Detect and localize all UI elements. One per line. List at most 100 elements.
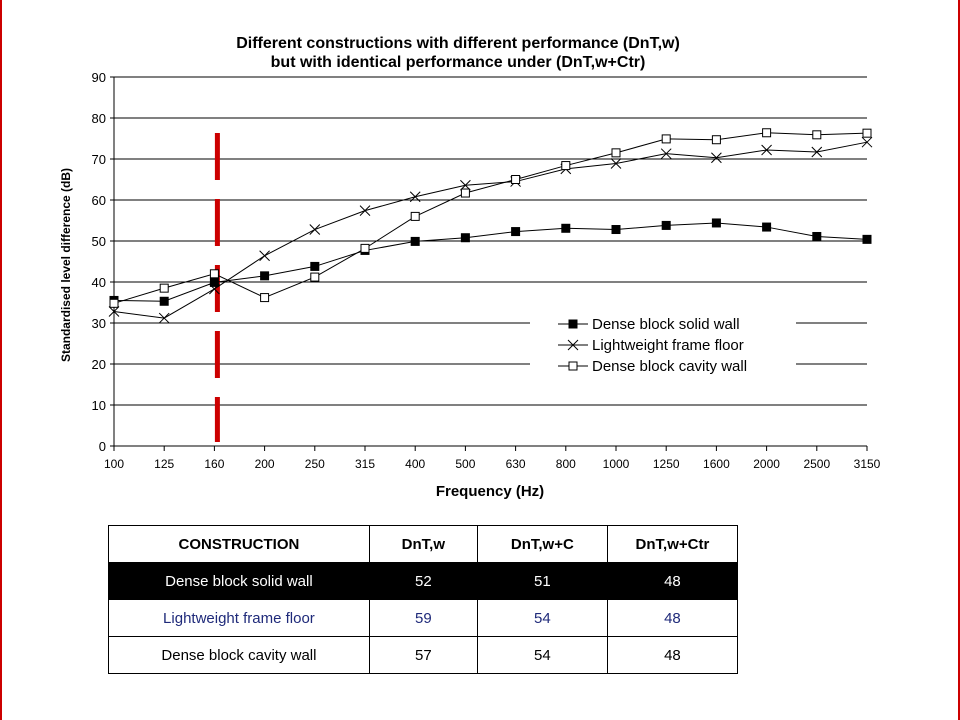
data-point-stroke <box>861 136 873 148</box>
data-point-stroke <box>359 205 371 217</box>
data-point-stroke <box>567 339 579 351</box>
data-point <box>811 146 823 158</box>
table-cell: 48 <box>606 562 739 600</box>
table-cell: 57 <box>368 636 478 674</box>
data-point-stroke <box>209 283 220 295</box>
data-point-stroke <box>409 191 421 203</box>
series-line <box>113 222 868 302</box>
data-point <box>260 271 270 281</box>
data-point <box>761 144 772 156</box>
series-group <box>109 218 872 306</box>
table-header-dntw-ctr: DnT,w+Ctr <box>606 525 739 563</box>
table-cell: 52 <box>368 562 478 600</box>
x-tick-label: 1000 <box>603 457 630 471</box>
comparison-table: CONSTRUCTION DnT,w DnT,w+C DnT,w+Ctr Den… <box>108 525 739 674</box>
x-tick-label: 315 <box>355 457 375 471</box>
data-point <box>812 231 822 241</box>
line-chart: Different constructions with different p… <box>59 35 881 500</box>
data-point <box>661 134 671 144</box>
legend-label: Lightweight frame floor <box>592 337 744 354</box>
table-cell: 48 <box>606 636 739 674</box>
data-point <box>611 225 621 235</box>
data-point <box>567 339 579 351</box>
data-point <box>409 191 421 203</box>
table-row: Lightweight frame floor 59 54 48 <box>108 599 739 637</box>
data-point <box>561 223 571 233</box>
data-point <box>610 158 622 169</box>
table-cell: 54 <box>476 599 608 637</box>
data-point <box>511 227 521 237</box>
data-point <box>561 161 571 171</box>
data-point <box>711 135 721 145</box>
data-point <box>209 269 219 279</box>
y-tick-label: 10 <box>92 398 106 413</box>
y-tick-label: 90 <box>92 70 106 85</box>
x-tick-label: 200 <box>255 457 275 471</box>
slide-frame-right <box>958 0 960 720</box>
data-point <box>159 296 169 306</box>
table-cell: Lightweight frame floor <box>108 599 370 637</box>
table-cell: 51 <box>476 562 608 600</box>
table-header-dntw: DnT,w <box>368 525 478 563</box>
data-point <box>762 222 772 232</box>
data-point <box>568 319 578 329</box>
x-tick-label: 250 <box>305 457 325 471</box>
data-point-stroke <box>711 152 722 164</box>
data-point <box>711 218 721 228</box>
data-point-stroke <box>259 250 270 262</box>
data-point-stroke <box>309 224 321 235</box>
data-point <box>410 211 420 221</box>
x-tick-label: 2500 <box>803 457 830 471</box>
data-point <box>209 277 219 287</box>
data-point <box>812 130 822 140</box>
data-point-stroke <box>761 144 772 156</box>
data-point-stroke <box>158 312 170 324</box>
data-point <box>109 298 119 308</box>
data-point <box>410 236 420 246</box>
series-group <box>108 136 873 324</box>
y-tick-label: 40 <box>92 275 106 290</box>
table-header-dntw-c: DnT,w+C <box>476 525 608 563</box>
y-axis-label: Standardised level difference (dB) <box>59 168 73 362</box>
table-header-construction: CONSTRUCTION <box>108 525 370 563</box>
table-cell: Dense block solid wall <box>108 562 370 600</box>
data-point <box>360 243 370 253</box>
table-cell: 54 <box>476 636 608 674</box>
data-point <box>661 220 671 230</box>
data-point <box>568 361 578 371</box>
data-point <box>711 152 722 164</box>
data-point <box>762 128 772 138</box>
table-cell: 59 <box>368 599 478 637</box>
data-point-stroke <box>660 148 672 160</box>
series-line <box>113 141 868 319</box>
table-row: Dense block solid wall 52 51 48 <box>108 562 739 600</box>
chart-subtitle: but with identical performance under (Dn… <box>271 54 646 71</box>
data-point <box>309 224 321 235</box>
data-point <box>862 128 872 138</box>
y-tick-label: 0 <box>99 439 106 454</box>
data-point-stroke <box>108 306 120 317</box>
data-point <box>660 148 672 160</box>
x-tick-label: 500 <box>455 457 475 471</box>
data-point <box>862 234 872 244</box>
x-tick-label: 3150 <box>854 457 881 471</box>
x-tick-label: 800 <box>556 457 576 471</box>
data-point <box>259 250 270 262</box>
y-tick-label: 50 <box>92 234 106 249</box>
chart-title: Different constructions with different p… <box>236 35 680 52</box>
data-point <box>460 188 470 198</box>
y-tick-label: 70 <box>92 152 106 167</box>
y-tick-label: 20 <box>92 357 106 372</box>
data-point <box>159 283 169 293</box>
series-group <box>109 128 872 308</box>
x-tick-label: 160 <box>204 457 224 471</box>
data-point <box>611 148 621 158</box>
data-point <box>511 175 521 184</box>
x-tick-label: 1250 <box>653 457 680 471</box>
data-point <box>861 136 873 148</box>
data-point-stroke <box>811 146 823 158</box>
data-point <box>310 261 320 271</box>
y-tick-label: 30 <box>92 316 106 331</box>
slide-frame-left <box>0 0 2 720</box>
table-cell: 48 <box>606 599 739 637</box>
